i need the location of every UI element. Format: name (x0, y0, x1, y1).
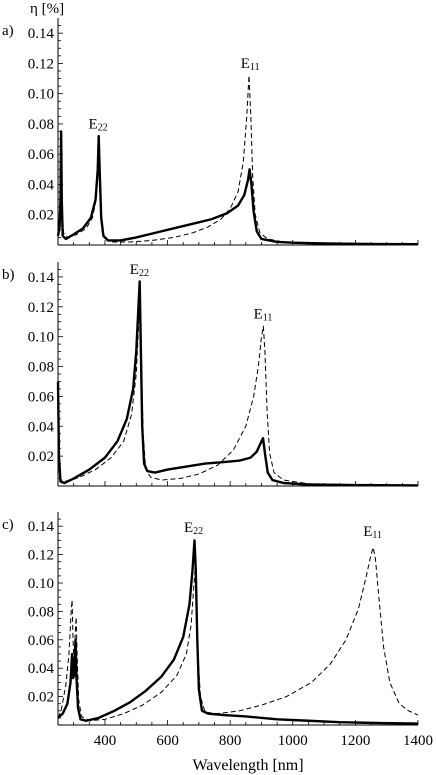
panel-a: 0.020.040.060.080.100.120.14a)η [%]E22E1… (2, 1, 419, 246)
y-tick-label: 0.08 (28, 604, 54, 620)
series-dashed-line (57, 75, 419, 245)
y-tick-label: 0.04 (28, 661, 55, 677)
y-tick-label: 0.04 (28, 177, 55, 193)
x-tick-label: 1000 (278, 733, 308, 749)
y-tick-label: 0.02 (28, 208, 54, 224)
series-solid-line (56, 280, 419, 487)
y-tick-label: 0.06 (28, 633, 55, 649)
peak-annotation: E11 (241, 56, 260, 73)
peak-annotation-main: E (130, 262, 139, 278)
peak-annotation-main: E (363, 524, 372, 540)
panel-label: b) (2, 267, 15, 283)
panel-c: 0.02 0.04 0.06 0.08 0.10 0.12 0.14 400 600 800 100… (2, 512, 433, 774)
y-tick-label: 0.08 (28, 117, 54, 133)
peak-annotation-subscript: 11 (250, 62, 260, 73)
peak-annotation: E11 (363, 524, 382, 541)
x-tick-label: 800 (219, 733, 242, 749)
x-tick-label: 1200 (340, 733, 370, 749)
peak-annotation-main: E (254, 307, 263, 323)
y-tick-label: 0.12 (28, 56, 54, 72)
series-dashed-line (57, 298, 419, 486)
y-tick-label: 0.12 (28, 300, 54, 316)
y-tick-label: 0.10 (28, 330, 54, 346)
x-tick-label: 400 (94, 733, 117, 749)
x-tick-label: 1400 (403, 733, 433, 749)
y-tick-label: 0.04 (28, 419, 55, 435)
peak-annotation-subscript: 22 (139, 268, 149, 279)
peak-annotation-subscript: 22 (193, 526, 203, 537)
y-tick-label: 0.06 (28, 147, 55, 163)
panel-label: c) (2, 517, 14, 533)
y-tick-label: 0.06 (28, 389, 55, 405)
y-tick-label: 0.14 (28, 519, 55, 535)
peak-annotation-subscript: 22 (98, 122, 108, 133)
peak-annotation: E22 (130, 262, 149, 279)
y-tick-label: 0.10 (28, 87, 54, 103)
x-axis-label: Wavelength [nm] (192, 757, 303, 774)
peak-annotation-main: E (88, 116, 97, 132)
peak-annotation: E22 (184, 520, 203, 537)
peak-annotation: E11 (254, 307, 273, 324)
y-tick-label: 0.02 (28, 449, 54, 465)
y-axis-label: η [%] (30, 1, 64, 17)
y-tick-label: 0.14 (28, 270, 55, 286)
x-tick-label: 600 (156, 733, 179, 749)
y-tick-label: 0.12 (28, 548, 54, 564)
y-tick-label: 0.10 (28, 576, 54, 592)
peak-annotation-main: E (184, 520, 193, 536)
series-solid-line (57, 539, 419, 725)
series-dashed-line (57, 547, 419, 722)
peak-annotation-subscript: 11 (372, 530, 382, 541)
y-tick-label: 0.14 (28, 26, 55, 42)
peak-annotation: E22 (88, 116, 107, 133)
series-solid-line (56, 130, 419, 246)
y-tick-label: 0.02 (28, 690, 54, 706)
peak-annotation-main: E (241, 56, 250, 72)
panel-label: a) (2, 23, 14, 39)
y-tick-label: 0.08 (28, 360, 54, 376)
peak-annotation-subscript: 11 (263, 313, 273, 324)
